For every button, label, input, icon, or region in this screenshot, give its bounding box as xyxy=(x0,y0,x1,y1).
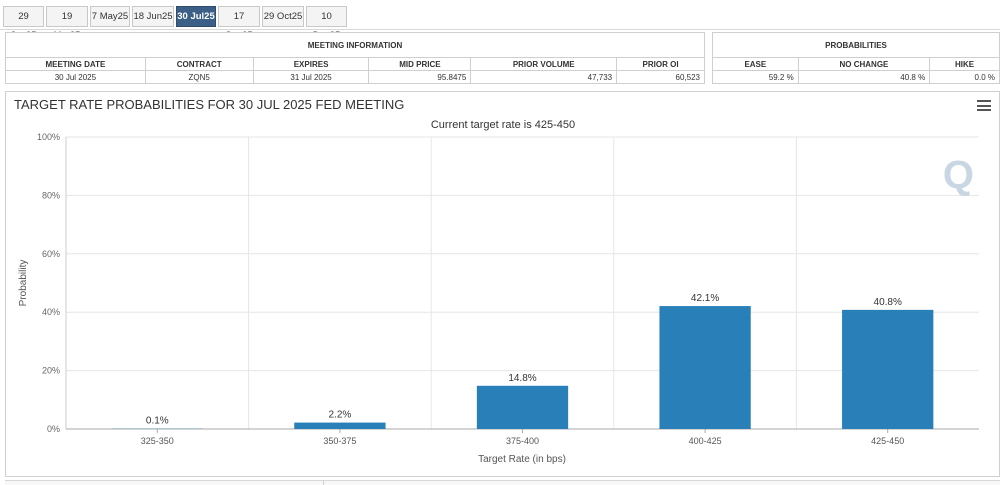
tab-17-sep25[interactable]: 17 Sep25 xyxy=(218,6,260,41)
header-prior-oi: PRIOR OI xyxy=(616,57,705,71)
expires-value: 31 Jul 2025 xyxy=(252,70,370,84)
meeting-information-caption: MEETING INFORMATION xyxy=(5,32,705,58)
y-tick-label: 0% xyxy=(47,424,60,434)
contract-value: ZQN5 xyxy=(144,70,254,84)
y-tick-label: 60% xyxy=(42,249,60,259)
header-expires: EXPIRES xyxy=(252,57,370,71)
tab-7-may25[interactable]: 7 May25 xyxy=(90,6,130,27)
tab-18-jun25[interactable]: 18 Jun25 xyxy=(132,6,174,27)
y-tick-label: 100% xyxy=(37,132,60,142)
tab-10-dec25[interactable]: 10 Dec25 xyxy=(306,6,347,41)
bar-350-375 xyxy=(294,422,386,429)
y-tick-label: 40% xyxy=(42,307,60,317)
hike-value: 0.0 % xyxy=(929,70,1000,84)
y-tick-label: 20% xyxy=(42,366,60,376)
x-tick-label: 350-375 xyxy=(323,436,356,446)
header-no-change: NO CHANGE xyxy=(797,57,931,71)
probability-bar-chart: TARGET RATE PROBABILITIES FOR 30 JUL 202… xyxy=(14,97,979,465)
tab-19-mar25[interactable]: 19 Mar25 xyxy=(46,6,88,41)
ease-value: 59.2 % xyxy=(712,70,799,84)
x-tick-label: 425-450 xyxy=(871,436,904,446)
bottom-panel-divider xyxy=(323,481,324,485)
watermark-logo: Q xyxy=(943,153,974,197)
chart-title: TARGET RATE PROBABILITIES FOR 30 JUL 202… xyxy=(14,97,404,112)
data-label: 14.8% xyxy=(508,373,536,384)
header-meeting-date: MEETING DATE xyxy=(5,57,146,71)
header-prior-volume: PRIOR VOLUME xyxy=(470,57,618,71)
header-ease: EASE xyxy=(712,57,799,71)
bar-400-425 xyxy=(659,306,751,429)
data-label: 0.1% xyxy=(146,416,169,427)
x-tick-label: 325-350 xyxy=(141,436,174,446)
y-tick-label: 80% xyxy=(42,190,60,200)
meeting-date-value: 30 Jul 2025 xyxy=(5,70,146,84)
tab-29-oct25[interactable]: 29 Oct25 xyxy=(262,6,304,27)
probabilities-table: PROBABILITIES EASE NO CHANGE HIKE 59.2 %… xyxy=(712,32,1000,84)
x-tick-label: 375-400 xyxy=(506,436,539,446)
prior-volume-value: 47,733 xyxy=(470,70,618,84)
data-label: 2.2% xyxy=(329,410,352,421)
x-tick-label: 400-425 xyxy=(689,436,722,446)
header-contract: CONTRACT xyxy=(144,57,254,71)
tab-30-jul25[interactable]: 30 Jul25 xyxy=(176,6,216,27)
bottom-panel-edge xyxy=(5,480,1000,485)
header-hike: HIKE xyxy=(929,57,1000,71)
data-label: 40.8% xyxy=(874,297,902,308)
tab-29-jan25[interactable]: 29 Jan25 xyxy=(3,6,44,41)
no-change-value: 40.8 % xyxy=(797,70,931,84)
probabilities-caption: PROBABILITIES xyxy=(712,32,1000,58)
x-axis-title: Target Rate (in bps) xyxy=(478,454,566,465)
chart-subtitle: Current target rate is 425-450 xyxy=(431,119,575,131)
bar-425-450 xyxy=(842,309,934,429)
meeting-information-table: MEETING INFORMATION MEETING DATE CONTRAC… xyxy=(5,32,705,84)
chart-menu-icon[interactable] xyxy=(977,100,991,112)
chart-container: TARGET RATE PROBABILITIES FOR 30 JUL 202… xyxy=(5,91,1000,477)
data-label: 42.1% xyxy=(691,293,719,304)
header-mid-price: MID PRICE xyxy=(368,57,472,71)
mid-price-value: 95.8475 xyxy=(368,70,472,84)
y-axis-title: Probability xyxy=(18,260,29,307)
prior-oi-value: 60,523 xyxy=(616,70,705,84)
bar-375-400 xyxy=(476,385,569,429)
